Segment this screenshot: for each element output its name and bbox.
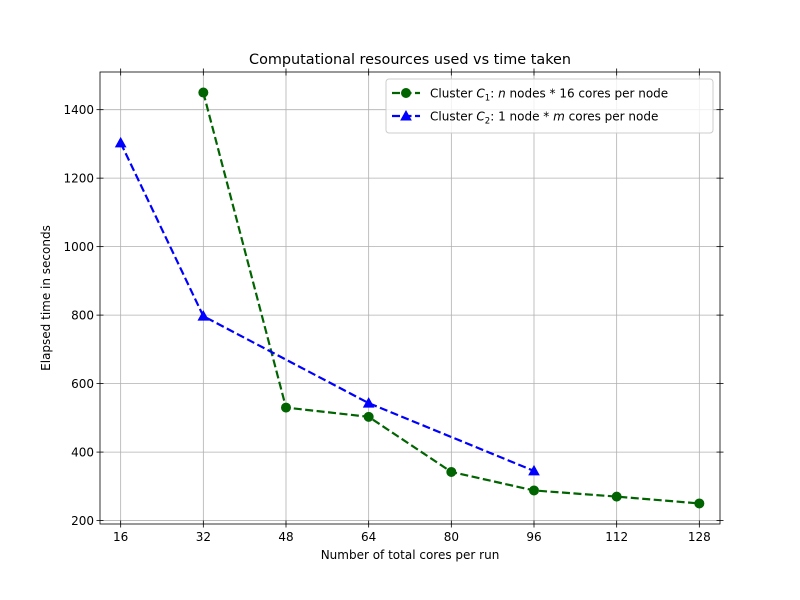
y-tick-label: 800 [71,309,94,323]
legend: Cluster C1: n nodes * 16 cores per node C… [385,78,714,134]
x-tick-label: 16 [113,530,128,544]
series-1-point [529,485,539,496]
series-2-point [197,310,210,321]
y-tick-label: 400 [71,446,94,460]
legend-entry-1: Cluster C1: n nodes * 16 cores per node [392,87,668,104]
legend-box [385,78,714,134]
series-1 [198,87,705,509]
y-tick-label: 600 [71,377,94,391]
series-1-point [446,466,457,477]
x-tick-label: 96 [526,530,541,544]
x-tick-label: 112 [605,530,628,544]
x-tick-label: 80 [444,530,459,544]
y-tick-label: 1000 [63,240,94,254]
legend-marker-2 [400,109,412,121]
series-1-point [198,87,209,98]
series-2-point [114,136,127,148]
legend-label-2: Cluster C2: 1 node * m cores per node [430,110,658,127]
series-1-point [363,411,374,422]
x-tick-label: 32 [196,530,211,544]
series-2-point [528,464,540,476]
series-1-point [694,498,705,509]
y-tick-label: 1400 [63,103,94,117]
y-axis-label: Elapsed time in seconds [39,225,53,371]
y-tick-label: 200 [71,514,94,528]
series-1-point [281,402,291,413]
x-tick-label: 64 [361,530,376,544]
series-layer [114,87,705,509]
series-2 [114,136,540,476]
legend-entry-2: Cluster C2: 1 node * m cores per node [392,110,658,127]
legend-marker-1 [401,88,411,98]
series-2-point [362,397,375,408]
x-tick-label: 128 [688,530,711,544]
series-2-line [119,142,535,472]
plot-frame [99,71,721,525]
series-1-point [611,491,622,502]
legend-label-1: Cluster C1: n nodes * 16 cores per node [430,87,668,104]
x-axis-label: Number of total cores per run [321,548,500,562]
chart-title: Computational resources used vs time tak… [249,52,571,68]
y-tick-label: 1200 [63,172,94,186]
x-tick-label: 48 [278,530,293,544]
axis-ticks: 16 32 48 64 80 96 112 128 200 400 600 800 1000 1200 14… [63,68,724,544]
